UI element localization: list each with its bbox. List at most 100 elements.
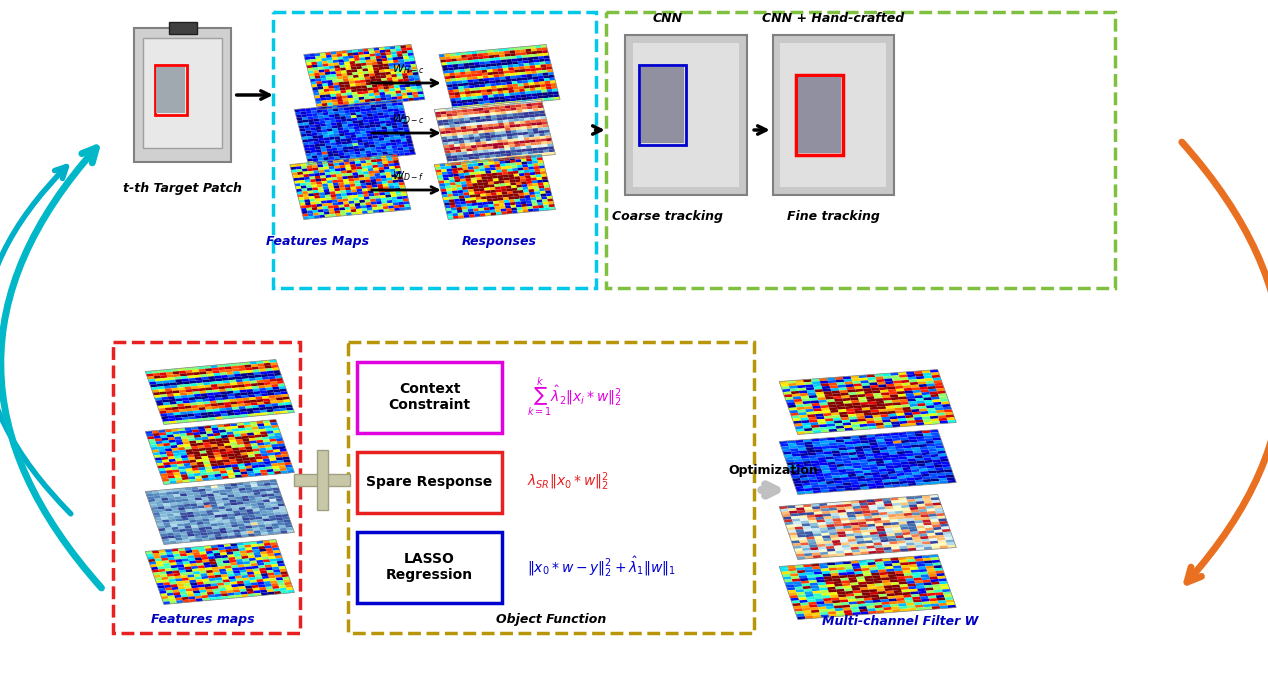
Polygon shape: [945, 537, 954, 540]
Polygon shape: [392, 57, 398, 60]
Polygon shape: [850, 523, 858, 525]
Polygon shape: [350, 164, 356, 167]
Polygon shape: [491, 212, 497, 216]
Polygon shape: [508, 141, 515, 145]
Polygon shape: [827, 377, 836, 381]
Polygon shape: [839, 390, 848, 393]
Polygon shape: [539, 78, 544, 82]
Polygon shape: [531, 48, 536, 51]
Polygon shape: [460, 72, 465, 75]
Polygon shape: [391, 122, 397, 126]
Polygon shape: [898, 393, 907, 397]
Polygon shape: [867, 562, 876, 565]
Polygon shape: [365, 105, 370, 109]
Polygon shape: [262, 559, 270, 562]
Polygon shape: [212, 589, 219, 592]
Polygon shape: [467, 99, 473, 103]
Polygon shape: [533, 105, 538, 109]
Polygon shape: [453, 87, 459, 90]
Polygon shape: [275, 457, 283, 460]
Polygon shape: [515, 101, 521, 105]
Polygon shape: [290, 167, 297, 170]
Polygon shape: [886, 408, 895, 412]
Polygon shape: [230, 399, 237, 402]
Polygon shape: [535, 68, 541, 71]
Polygon shape: [512, 191, 519, 194]
Polygon shape: [195, 396, 202, 400]
Polygon shape: [869, 611, 877, 614]
Polygon shape: [213, 572, 221, 575]
Polygon shape: [219, 509, 227, 512]
Polygon shape: [358, 94, 364, 97]
Polygon shape: [519, 170, 524, 174]
Polygon shape: [445, 76, 450, 79]
Polygon shape: [449, 73, 455, 76]
Polygon shape: [198, 404, 205, 408]
Polygon shape: [403, 199, 408, 201]
Polygon shape: [365, 183, 372, 185]
Polygon shape: [510, 183, 516, 185]
Polygon shape: [216, 460, 223, 463]
Polygon shape: [222, 536, 230, 539]
Polygon shape: [166, 391, 174, 394]
Polygon shape: [349, 58, 355, 62]
Polygon shape: [517, 168, 524, 171]
Polygon shape: [295, 186, 302, 189]
Polygon shape: [193, 511, 200, 514]
Polygon shape: [799, 412, 808, 415]
Polygon shape: [309, 76, 316, 79]
Polygon shape: [472, 54, 478, 57]
Polygon shape: [316, 152, 322, 155]
Polygon shape: [233, 573, 241, 576]
Polygon shape: [832, 600, 841, 603]
Polygon shape: [933, 402, 942, 405]
Polygon shape: [936, 385, 945, 389]
Polygon shape: [838, 469, 847, 473]
Polygon shape: [527, 80, 534, 82]
Polygon shape: [235, 575, 242, 579]
Polygon shape: [467, 151, 473, 154]
Polygon shape: [446, 136, 453, 139]
Polygon shape: [171, 508, 179, 511]
Polygon shape: [275, 575, 283, 578]
Polygon shape: [148, 379, 156, 382]
Polygon shape: [164, 585, 171, 588]
Polygon shape: [484, 210, 491, 213]
Polygon shape: [406, 138, 412, 141]
Polygon shape: [534, 84, 540, 88]
Polygon shape: [397, 99, 403, 102]
Polygon shape: [869, 589, 877, 592]
Polygon shape: [227, 393, 235, 397]
Polygon shape: [162, 460, 170, 462]
Polygon shape: [808, 577, 817, 581]
Polygon shape: [803, 610, 812, 614]
Polygon shape: [932, 435, 941, 438]
Polygon shape: [932, 502, 941, 506]
Polygon shape: [327, 80, 333, 83]
Polygon shape: [375, 98, 382, 101]
Polygon shape: [174, 456, 181, 459]
Polygon shape: [512, 64, 519, 67]
Polygon shape: [533, 183, 539, 187]
Polygon shape: [800, 581, 809, 584]
Polygon shape: [404, 207, 411, 210]
Polygon shape: [181, 436, 188, 439]
Polygon shape: [886, 593, 895, 596]
Polygon shape: [521, 126, 527, 130]
Polygon shape: [316, 101, 322, 104]
Polygon shape: [543, 98, 549, 101]
Polygon shape: [257, 443, 265, 445]
Polygon shape: [162, 519, 170, 523]
Polygon shape: [214, 514, 222, 518]
Polygon shape: [495, 184, 500, 187]
Polygon shape: [171, 548, 179, 552]
Polygon shape: [347, 53, 354, 56]
Polygon shape: [510, 76, 516, 78]
Polygon shape: [843, 585, 852, 589]
Polygon shape: [365, 102, 372, 105]
Polygon shape: [833, 581, 842, 584]
Polygon shape: [221, 594, 228, 596]
Polygon shape: [470, 120, 476, 123]
Polygon shape: [176, 600, 184, 603]
Polygon shape: [534, 133, 540, 137]
